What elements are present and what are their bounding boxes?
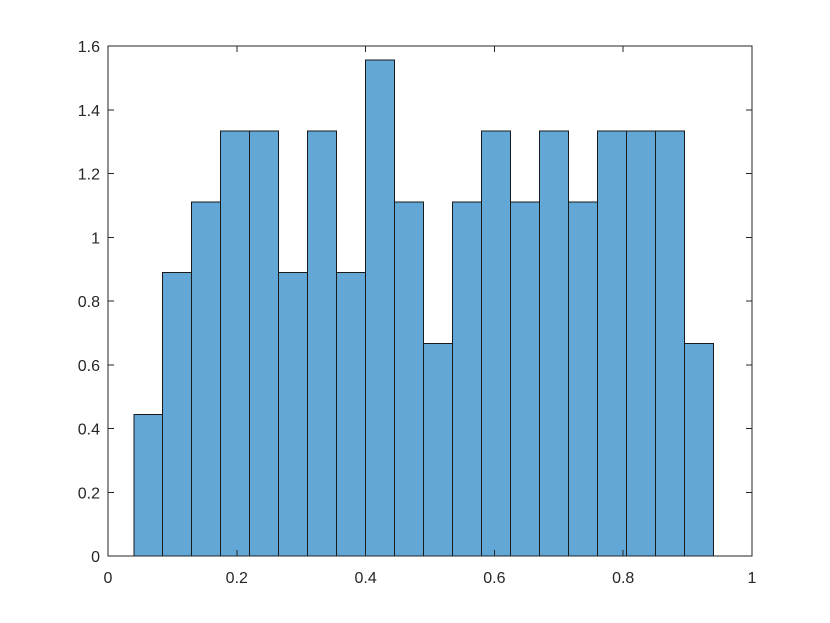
histogram-bar — [191, 201, 222, 557]
histogram-bar — [394, 201, 425, 557]
y-tick-label: 0.6 — [78, 358, 100, 375]
y-tick-label: 1.2 — [78, 167, 100, 184]
y-tick-label: 0 — [91, 549, 100, 566]
histogram-bar — [481, 130, 511, 557]
y-axis-ticks: 0 0.2 0.4 0.6 0.8 1 1.2 1.4 1.6 — [78, 39, 752, 566]
histogram-bar — [278, 272, 309, 557]
y-tick-label: 1.4 — [78, 103, 100, 120]
histogram-bar — [220, 130, 251, 557]
histogram-bar — [510, 201, 540, 557]
histogram-bar — [336, 272, 367, 557]
histogram-bar — [365, 59, 396, 557]
histogram-bar — [307, 130, 338, 557]
y-tick-label: 0.2 — [78, 485, 100, 502]
x-tick-label: 0 — [104, 570, 113, 587]
y-tick-label: 0.4 — [78, 422, 100, 439]
x-tick-label: 0.8 — [612, 570, 634, 587]
y-tick-label: 0.8 — [78, 294, 100, 311]
histogram-bar — [249, 130, 280, 557]
histogram-bar — [625, 130, 656, 557]
x-tick-label: 0.4 — [354, 570, 376, 587]
histogram-bar — [452, 201, 483, 557]
x-tick-label: 1 — [748, 570, 757, 587]
y-tick-label: 1 — [91, 230, 100, 247]
x-tick-label: 0.2 — [226, 570, 248, 587]
y-tick-label: 1.6 — [78, 39, 100, 56]
histogram-bar — [683, 342, 714, 557]
histogram-bar — [162, 272, 193, 557]
histogram-bar — [596, 130, 627, 557]
histogram-bar — [567, 201, 598, 557]
bars-group — [133, 59, 714, 557]
x-axis-ticks: 0 0.2 0.4 0.6 0.8 1 — [104, 46, 757, 587]
histogram-bar — [654, 130, 685, 557]
x-tick-label: 0.6 — [483, 570, 505, 587]
histogram-bar — [423, 342, 454, 557]
histogram-bar — [133, 413, 164, 557]
histogram-bar — [538, 130, 569, 557]
